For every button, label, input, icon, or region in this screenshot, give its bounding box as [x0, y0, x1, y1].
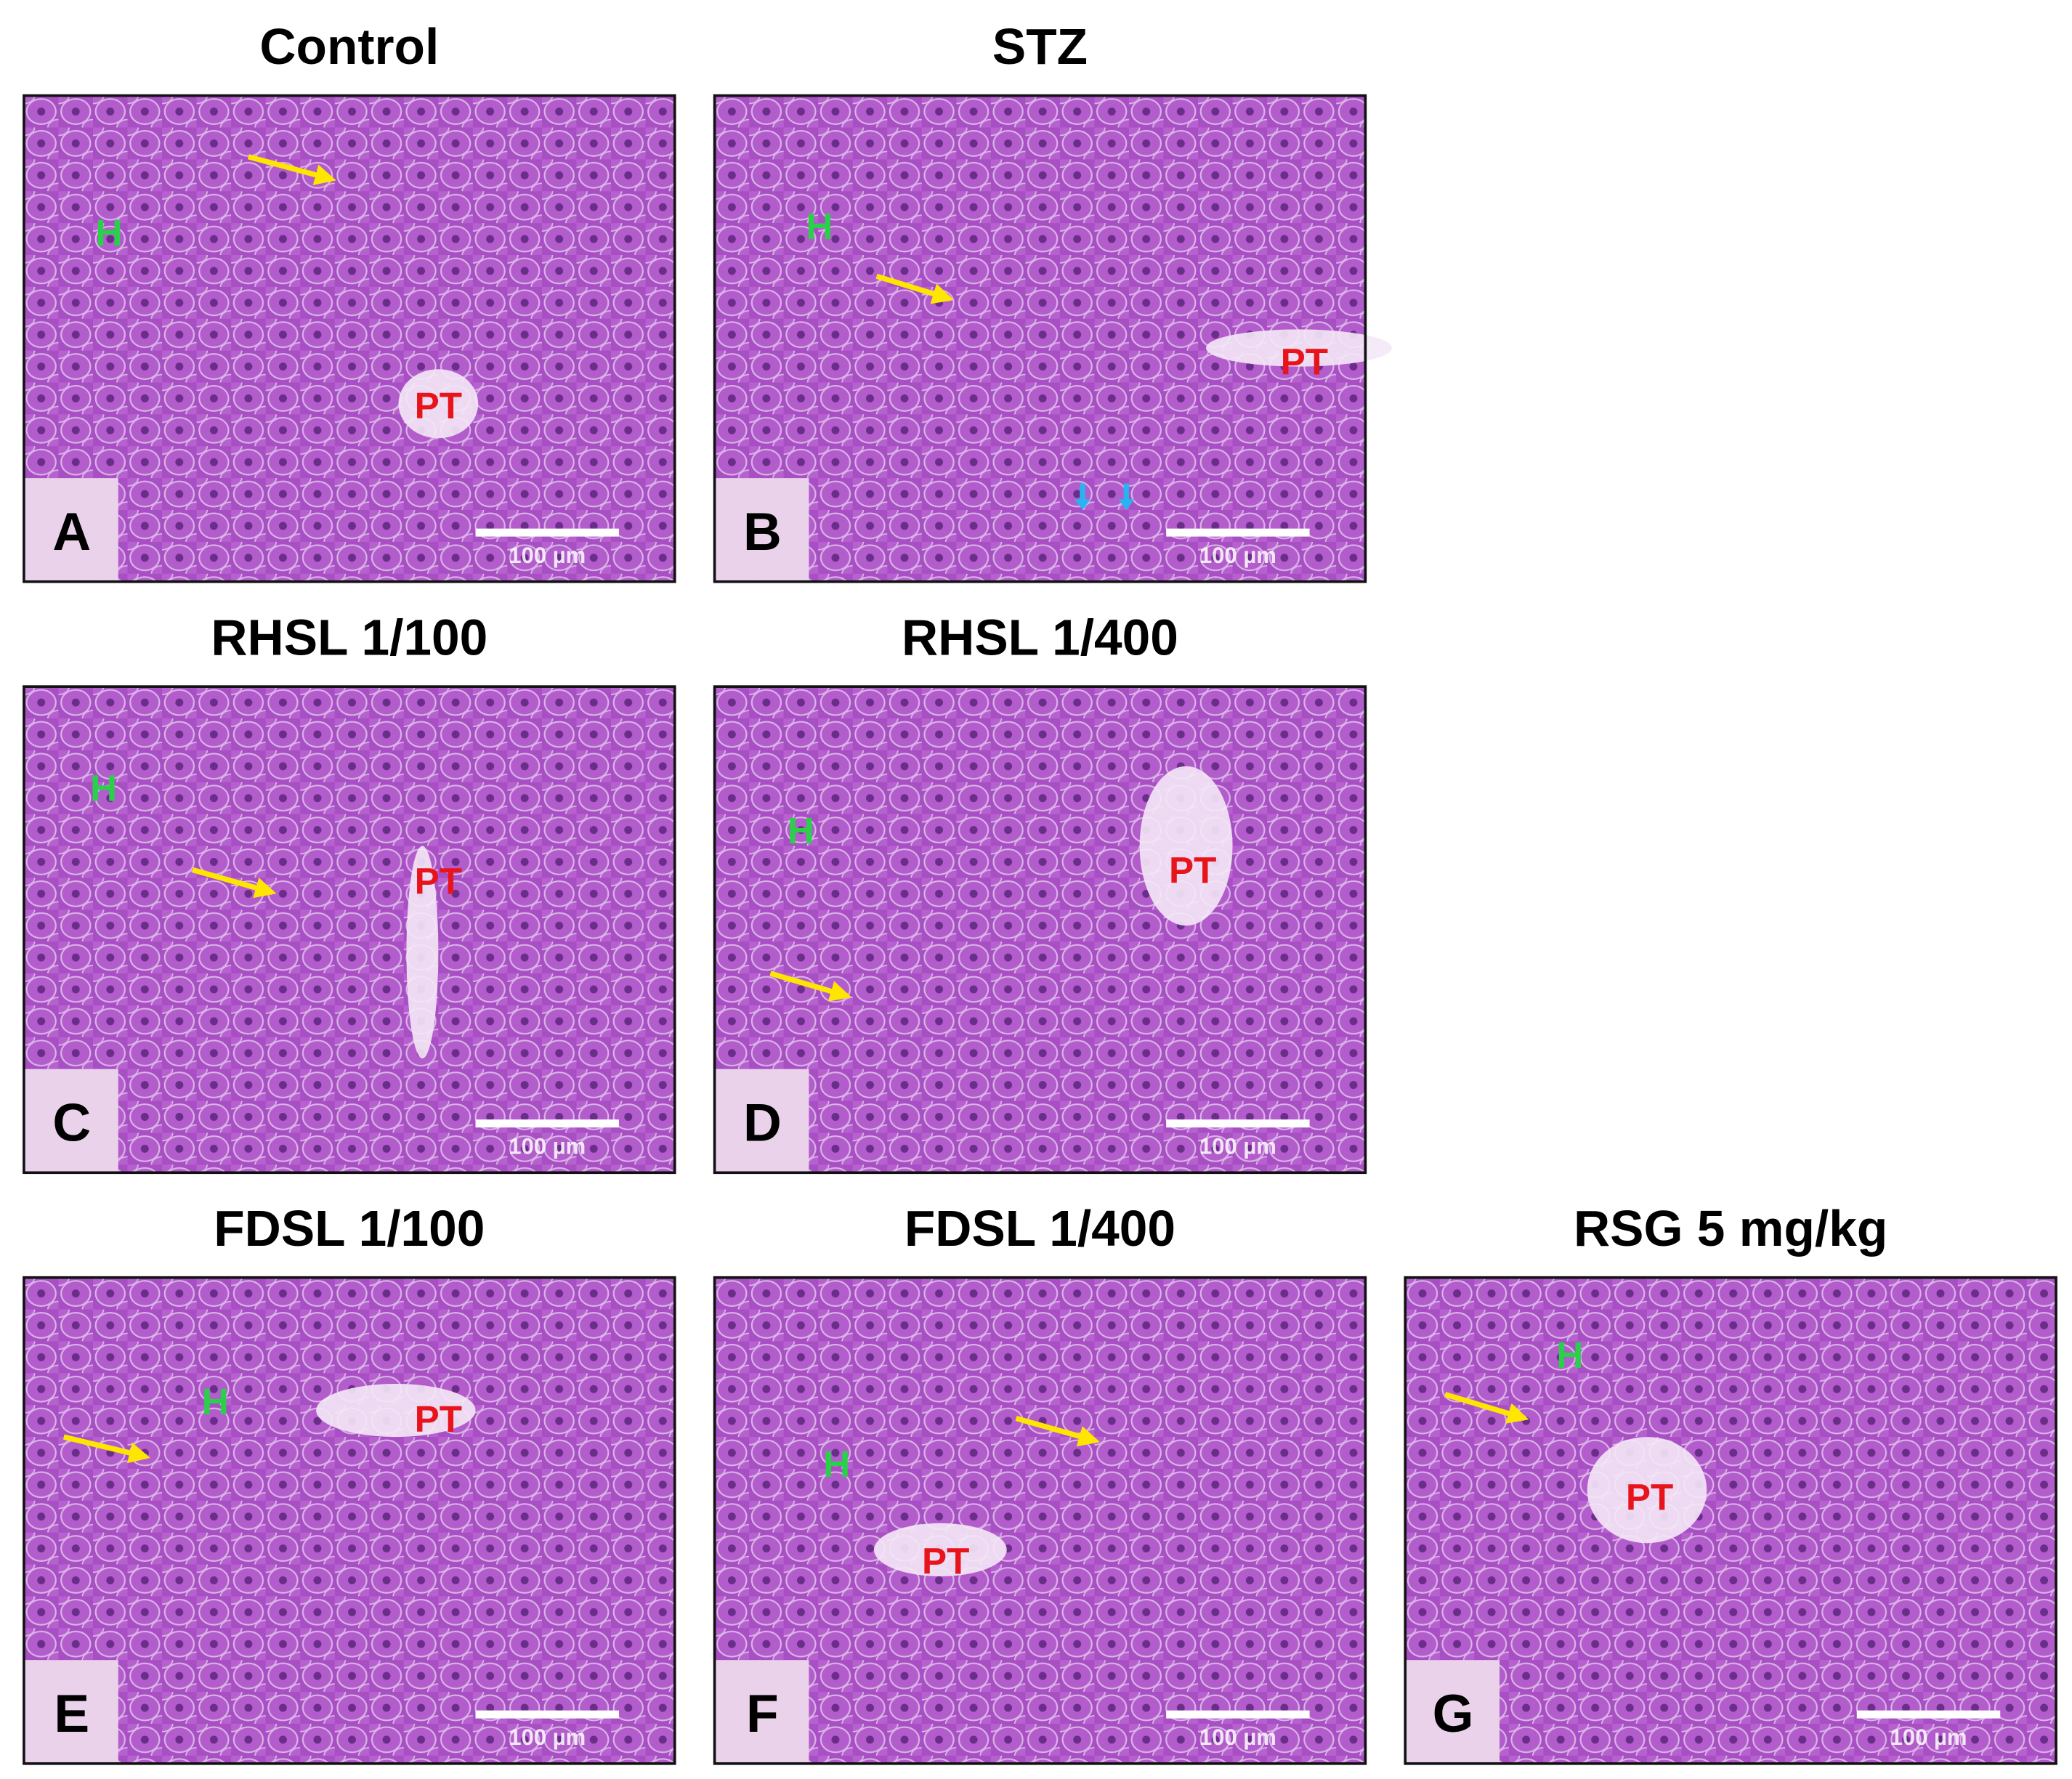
- blue-arrow: [1075, 483, 1090, 511]
- scale-bar-label: 100 µm: [1199, 1134, 1276, 1159]
- portal-tract-label: PT: [1169, 850, 1216, 891]
- portal-tract-label: PT: [922, 1540, 969, 1581]
- hepatocyte-label: H: [806, 206, 833, 247]
- yellow-arrow: [247, 154, 336, 185]
- micrograph: [23, 1277, 675, 1764]
- portal-vessel: [406, 846, 439, 1059]
- letter-box: [1407, 1660, 1500, 1762]
- panel: H PT B 100 µm: [713, 94, 1392, 583]
- panel-title: STZ: [992, 18, 1088, 75]
- panel-letter: D: [743, 1093, 782, 1152]
- portal-tract-label: PT: [415, 385, 462, 426]
- frame: [23, 685, 676, 1175]
- hepatocyte-label: H: [823, 1443, 850, 1485]
- micrograph: [23, 95, 675, 582]
- panel-letter: A: [52, 503, 91, 562]
- micrograph: [1405, 1277, 2057, 1764]
- portal-vessel: [1206, 329, 1392, 367]
- frame: [713, 1276, 1367, 1765]
- panel-title: RHSL 1/400: [902, 609, 1178, 665]
- yellow-arrow: [769, 970, 852, 1002]
- panel-letter: E: [54, 1685, 89, 1743]
- letter-box: [716, 1069, 809, 1172]
- panel: H PT D 100 µm: [713, 685, 1367, 1175]
- scale-bar-label: 100 µm: [1199, 543, 1276, 568]
- hepatocyte-label: H: [95, 212, 122, 254]
- panel: H PT F 100 µm: [713, 1276, 1367, 1765]
- frame: [23, 94, 676, 583]
- portal-vessel: [316, 1383, 476, 1438]
- panel: H PT A 100 µm: [23, 94, 676, 583]
- scale-bar-label: 100 µm: [1199, 1725, 1276, 1750]
- portal-tract-label: PT: [1281, 341, 1328, 383]
- yellow-arrow: [62, 1434, 150, 1464]
- panel: H PT G 100 µm: [1404, 1276, 2057, 1765]
- yellow-arrow: [192, 867, 277, 899]
- letter-box: [25, 1660, 118, 1762]
- scale-bar-label: 100 µm: [509, 543, 586, 568]
- yellow-arrow: [1444, 1392, 1529, 1424]
- frame: [713, 685, 1367, 1175]
- hepatocyte-label: H: [90, 767, 117, 809]
- panel-letter: C: [52, 1093, 91, 1152]
- blue-arrow: [1118, 483, 1135, 511]
- panel-title: RHSL 1/100: [211, 609, 487, 665]
- portal-vessel: [398, 369, 479, 439]
- portal-tract-label: PT: [415, 1398, 462, 1440]
- portal-vessel: [873, 1523, 1007, 1577]
- yellow-arrow: [1015, 1415, 1100, 1447]
- panel-title: FDSL 1/100: [214, 1200, 485, 1257]
- portal-vessel: [1587, 1437, 1707, 1544]
- portal-tract-label: PT: [1626, 1477, 1673, 1518]
- frame: [713, 94, 1367, 583]
- scale-bar-label: 100 µm: [509, 1725, 586, 1750]
- panel-letter: F: [746, 1685, 779, 1743]
- scale-bar-label: 100 µm: [1890, 1725, 1967, 1750]
- micrograph: [23, 686, 675, 1173]
- letter-box: [716, 478, 809, 580]
- letter-box: [25, 1069, 118, 1172]
- hepatocyte-label: H: [788, 810, 814, 851]
- panel-title: Control: [259, 18, 439, 75]
- panel-title: FDSL 1/400: [905, 1200, 1175, 1257]
- micrograph: [714, 686, 1366, 1173]
- panel: H PT E 100 µm: [23, 1276, 676, 1765]
- frame: [23, 1276, 676, 1765]
- portal-tract-label: PT: [415, 860, 462, 901]
- portal-vessel: [1139, 766, 1233, 926]
- frame: [1404, 1276, 2057, 1765]
- panel-letter: B: [743, 503, 782, 562]
- yellow-arrow: [875, 273, 954, 304]
- panel-letter: G: [1433, 1685, 1474, 1743]
- panel: H PT C 100 µm: [23, 685, 676, 1175]
- scale-bar-label: 100 µm: [509, 1134, 586, 1159]
- panel-title: RSG 5 mg/kg: [1574, 1200, 1887, 1257]
- hepatocyte-label: H: [202, 1381, 229, 1422]
- micrograph: [714, 1277, 1366, 1764]
- letter-box: [716, 1660, 809, 1762]
- hepatocyte-label: H: [1556, 1334, 1583, 1376]
- letter-box: [25, 478, 118, 580]
- panels: H PT A 100 µm Control H PT B 100 µm STZ H PT C 100 µm…: [23, 18, 2057, 1765]
